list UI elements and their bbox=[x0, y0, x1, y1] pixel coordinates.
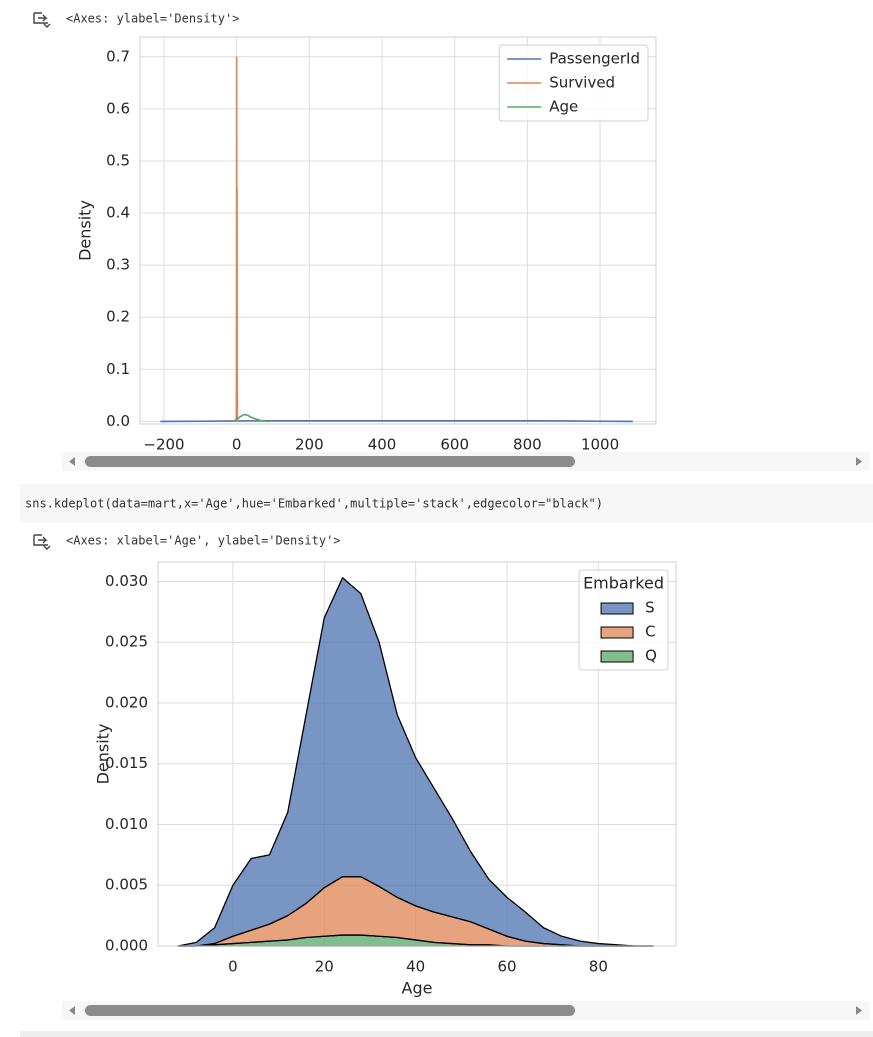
y-tick-label: 0.015 bbox=[105, 754, 148, 772]
x-tick-label: 60 bbox=[497, 958, 516, 976]
y-tick-label: 0.0 bbox=[106, 412, 130, 430]
code-text: sns.kdeplot(data=mart,x='Age',hue='Embar… bbox=[25, 497, 603, 511]
x-axis-label: Age bbox=[402, 979, 433, 998]
x-tick-label: −200 bbox=[143, 436, 184, 454]
scroll-thumb[interactable] bbox=[85, 1005, 575, 1016]
y-tick-label: 0.025 bbox=[105, 633, 148, 651]
axes-frame bbox=[157, 561, 677, 947]
legend-swatch bbox=[600, 602, 634, 615]
cell-divider bbox=[20, 1031, 873, 1037]
legend-label: PassengerId bbox=[549, 50, 640, 68]
x-tick-label: 0 bbox=[228, 958, 238, 976]
y-tick-label: 0.4 bbox=[106, 204, 130, 222]
y-axis-label: Density bbox=[94, 724, 113, 785]
series-line bbox=[160, 420, 633, 423]
x-tick-label: 20 bbox=[315, 958, 334, 976]
chart: −200 0 200 400 600 800 1000 0.0 0.1 0.2 0.3 0.4 0.5 0… bbox=[76, 36, 657, 454]
y-tick-label: 0.020 bbox=[105, 693, 148, 711]
scroll-left[interactable] bbox=[69, 1006, 75, 1015]
y-tick-label: 0.1 bbox=[106, 360, 130, 378]
legend: Embarked SCQ bbox=[578, 569, 669, 671]
x-tick-label: 80 bbox=[589, 958, 608, 976]
y-tick-label: 0.6 bbox=[106, 99, 130, 117]
x-tick-label: 600 bbox=[440, 436, 469, 454]
legend-label: Age bbox=[549, 98, 578, 116]
output-icon bbox=[33, 12, 51, 28]
y-tick-label: 0.030 bbox=[105, 572, 148, 590]
output-repr: <Axes: xlabel='Age', ylabel='Density'> bbox=[66, 534, 341, 548]
legend: PassengerId Survived Age bbox=[498, 44, 649, 122]
output-repr: <Axes: ylabel='Density'> bbox=[66, 12, 239, 26]
series-line bbox=[235, 56, 239, 422]
legend-title: Embarked bbox=[583, 574, 664, 593]
scroll-thumb[interactable] bbox=[85, 456, 575, 467]
y-tick-label: 0.5 bbox=[106, 151, 130, 169]
legend-swatch bbox=[600, 650, 634, 663]
y-tick-label: 0.010 bbox=[105, 815, 148, 833]
output-icon bbox=[33, 534, 51, 550]
y-axis-label: Density bbox=[76, 200, 95, 261]
scroll-right[interactable] bbox=[856, 1006, 862, 1015]
legend-label: Q bbox=[645, 647, 657, 665]
x-tick-label: 0 bbox=[232, 436, 242, 454]
axes-frame bbox=[139, 36, 657, 425]
y-tick-label: 0.3 bbox=[106, 256, 130, 274]
series-line bbox=[232, 413, 270, 423]
x-tick-label: 40 bbox=[406, 958, 425, 976]
legend-box bbox=[498, 44, 649, 122]
x-tick-label: 200 bbox=[295, 436, 324, 454]
legend-label: S bbox=[645, 599, 655, 617]
scroll-left[interactable] bbox=[69, 457, 75, 466]
y-tick-label: 0.2 bbox=[106, 308, 130, 326]
legend-swatch bbox=[600, 626, 634, 639]
legend-label: Survived bbox=[549, 74, 615, 92]
y-tick-label: 0.7 bbox=[106, 47, 130, 65]
x-tick-label: 800 bbox=[513, 436, 542, 454]
y-tick-label: 0.000 bbox=[105, 937, 148, 955]
code-cell[interactable] bbox=[20, 484, 873, 523]
legend-box bbox=[578, 569, 669, 671]
x-tick-label: 400 bbox=[368, 436, 397, 454]
legend-label: C bbox=[645, 623, 655, 641]
y-tick-label: 0.005 bbox=[105, 876, 148, 894]
scroll-right[interactable] bbox=[856, 457, 862, 466]
chart: 0 20 40 60 80 0.000 0.005 0.010 0.015 0.020 0.025 0… bbox=[94, 561, 677, 998]
x-tick-label: 1000 bbox=[581, 436, 619, 454]
